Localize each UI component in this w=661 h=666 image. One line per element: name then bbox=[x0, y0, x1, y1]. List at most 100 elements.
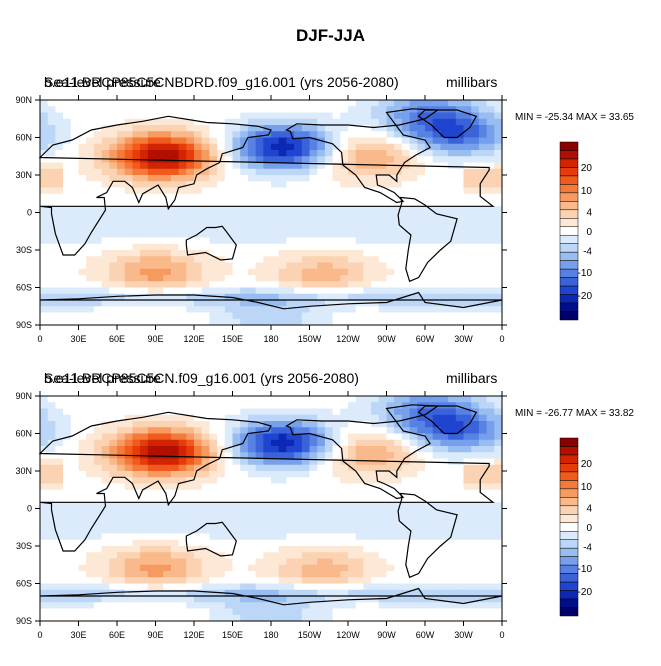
contour-cell bbox=[209, 471, 218, 478]
contour-cell bbox=[386, 496, 395, 503]
contour-cell bbox=[417, 583, 426, 591]
contour-cell bbox=[463, 508, 472, 516]
contour-cell bbox=[294, 539, 303, 547]
colorbar-swatch bbox=[559, 539, 579, 549]
colorbar-swatch bbox=[559, 234, 579, 244]
contour-cell bbox=[448, 521, 457, 528]
contour-cell bbox=[455, 477, 465, 485]
contour-cell bbox=[263, 250, 272, 257]
contour-cell bbox=[363, 464, 372, 472]
contour-cell bbox=[132, 106, 141, 114]
contour-cell bbox=[186, 287, 195, 295]
contour-cell bbox=[155, 533, 164, 541]
contour-cell bbox=[471, 293, 480, 301]
contour-cell bbox=[255, 546, 264, 553]
contour-cell bbox=[78, 558, 87, 566]
contour-cell bbox=[55, 306, 64, 314]
contour-cell bbox=[340, 471, 349, 478]
contour-cell bbox=[78, 521, 87, 528]
contour-cell bbox=[417, 150, 426, 157]
contour-cell bbox=[448, 243, 457, 251]
contour-cell bbox=[440, 231, 449, 239]
contour-cell bbox=[286, 200, 295, 207]
contour-cell bbox=[255, 446, 264, 453]
contour-cell bbox=[186, 427, 195, 435]
contour-cell bbox=[294, 200, 303, 207]
contour-cell bbox=[70, 237, 80, 245]
contour-cell bbox=[194, 439, 203, 447]
contour-cell bbox=[140, 256, 149, 264]
contour-cell bbox=[40, 414, 49, 422]
contour-cell bbox=[286, 521, 295, 528]
colorbar-swatch bbox=[559, 251, 579, 261]
contour-cell bbox=[348, 306, 357, 314]
contour-cell bbox=[247, 262, 257, 270]
contour-cell bbox=[440, 521, 449, 528]
contour-cell bbox=[217, 206, 226, 214]
contour-cell bbox=[78, 589, 87, 597]
contour-cell bbox=[324, 162, 334, 170]
contour-cell bbox=[309, 193, 318, 201]
contour-cell bbox=[478, 106, 488, 114]
contour-cell bbox=[40, 131, 49, 139]
contour-cell bbox=[324, 187, 334, 195]
contour-cell bbox=[117, 602, 126, 610]
contour-cell bbox=[394, 577, 403, 585]
contour-cell bbox=[432, 571, 441, 578]
contour-cell bbox=[478, 489, 488, 497]
contour-cell bbox=[132, 583, 141, 591]
contour-cell bbox=[170, 514, 180, 522]
contour-cell bbox=[432, 168, 441, 176]
contour-cell bbox=[170, 414, 180, 422]
contour-cell bbox=[448, 293, 457, 301]
contour-cell bbox=[178, 175, 187, 182]
contour-cell bbox=[409, 100, 418, 107]
contour-cell bbox=[378, 293, 388, 301]
contour-cell bbox=[201, 143, 210, 151]
contour-cell bbox=[278, 483, 287, 491]
contour-cell bbox=[140, 552, 149, 560]
contour-cell bbox=[201, 306, 210, 314]
contour-cell bbox=[378, 106, 388, 114]
contour-cell bbox=[93, 250, 103, 257]
contour-cell bbox=[240, 218, 249, 226]
contour-cell bbox=[417, 100, 426, 107]
contour-cell bbox=[455, 187, 465, 195]
contour-cell bbox=[86, 539, 95, 547]
contour-cell bbox=[463, 433, 472, 441]
contour-cell bbox=[409, 237, 418, 245]
contour-cell bbox=[394, 571, 403, 578]
contour-cell bbox=[132, 483, 141, 491]
contour-cell bbox=[132, 539, 141, 547]
contour-cell bbox=[294, 589, 303, 597]
contour-cell bbox=[170, 262, 180, 270]
contour-cell bbox=[70, 306, 80, 314]
contour-cell bbox=[47, 471, 56, 478]
contour-cell bbox=[117, 471, 126, 478]
contour-cell bbox=[294, 237, 303, 245]
contour-cell bbox=[386, 452, 395, 460]
contour-cell bbox=[86, 446, 95, 453]
contour-cell bbox=[132, 402, 141, 410]
colorbar-swatch bbox=[559, 285, 579, 295]
contour-cell bbox=[255, 402, 264, 410]
contour-cell bbox=[317, 162, 326, 170]
contour-cell bbox=[247, 527, 257, 535]
contour-cell bbox=[440, 408, 449, 416]
contour-cell bbox=[301, 318, 311, 326]
contour-cell bbox=[401, 181, 411, 189]
contour-cell bbox=[178, 231, 187, 239]
contour-cell bbox=[209, 571, 218, 578]
y-tick-label: 90S bbox=[16, 320, 32, 330]
contour-cell bbox=[217, 421, 226, 428]
contour-cell bbox=[63, 168, 72, 176]
contour-cell bbox=[401, 439, 411, 447]
contour-cell bbox=[124, 143, 133, 151]
contour-cell bbox=[371, 533, 380, 541]
contour-cell bbox=[124, 300, 133, 307]
contour-cell bbox=[417, 477, 426, 485]
contour-cell bbox=[201, 181, 210, 189]
contour-cell bbox=[386, 287, 395, 295]
contour-cell bbox=[163, 275, 172, 282]
contour-cell bbox=[448, 439, 457, 447]
